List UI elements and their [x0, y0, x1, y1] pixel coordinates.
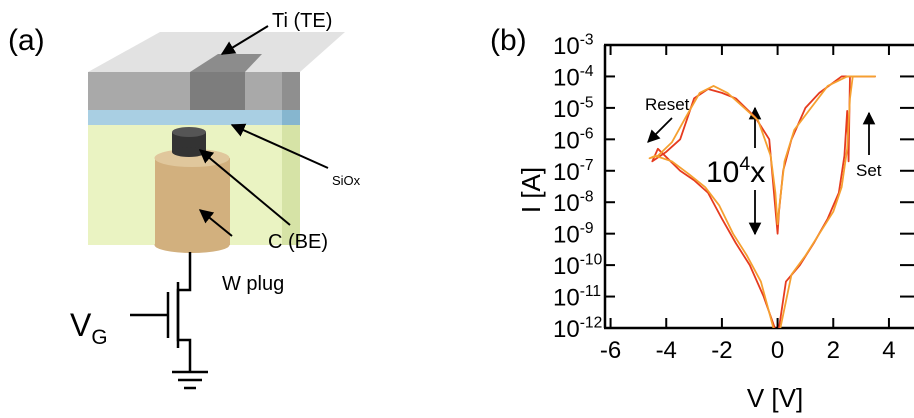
w-plug [155, 158, 230, 245]
x-tick-label: 2 [827, 337, 840, 364]
label: SiOx [332, 173, 361, 188]
x-tick-label: -4 [656, 337, 677, 364]
device-diagram: (a) Ti (TE) SiOx C (BE) W plug VG [8, 10, 361, 388]
channel-wire [178, 252, 190, 372]
panel-label: (b) [490, 24, 527, 57]
y-tick-label: 10-11 [553, 283, 601, 312]
y-tick-label: 10-7 [553, 157, 594, 186]
side-shade [282, 110, 300, 125]
plot-area [650, 76, 875, 328]
y-tick-label: 10-4 [553, 63, 594, 92]
annotation: Set [856, 161, 882, 180]
x-axis-title: V [V] [747, 383, 803, 413]
x-tick-label: 4 [882, 337, 895, 364]
y-tick-label: 10-12 [553, 314, 602, 343]
y-tick-label: 10-5 [553, 94, 594, 123]
label: C (BE) [268, 231, 328, 253]
carbon-electrode [172, 127, 206, 137]
label: W plug [222, 273, 284, 295]
y-tick-label: 10-10 [553, 252, 603, 281]
y-tick-label: 10-9 [553, 220, 594, 249]
x-tick-label: -2 [711, 337, 732, 364]
x-tick-label: 0 [771, 337, 784, 364]
y-tick-label: 10-3 [553, 31, 594, 60]
side-shade [282, 72, 300, 110]
y-tick-label: 10-8 [553, 189, 594, 218]
w-plug-bottom [155, 237, 230, 253]
figure: (a) Ti (TE) SiOx C (BE) W plug VG (b) I … [0, 0, 914, 418]
y-axis-title: I [A] [516, 167, 546, 213]
x-tick-label: -6 [600, 337, 621, 364]
side-shade [282, 125, 300, 245]
y-tick-label: 10-6 [553, 126, 594, 155]
transistor [130, 252, 208, 388]
label: VG [70, 307, 108, 349]
panel-label: (a) [8, 24, 45, 57]
annotation: 104x [706, 153, 765, 189]
annotation: Reset [645, 95, 690, 114]
arrow [648, 118, 672, 142]
notch-face [190, 72, 245, 110]
iv-chart: (b) I [A] V [V] Reset 104x Set 10-310-41… [490, 24, 914, 413]
page: (a) Ti (TE) SiOx C (BE) W plug VG (b) I … [0, 0, 914, 418]
label: Ti (TE) [272, 10, 332, 32]
iv-curve [650, 76, 875, 328]
oxide-layer [88, 110, 300, 125]
